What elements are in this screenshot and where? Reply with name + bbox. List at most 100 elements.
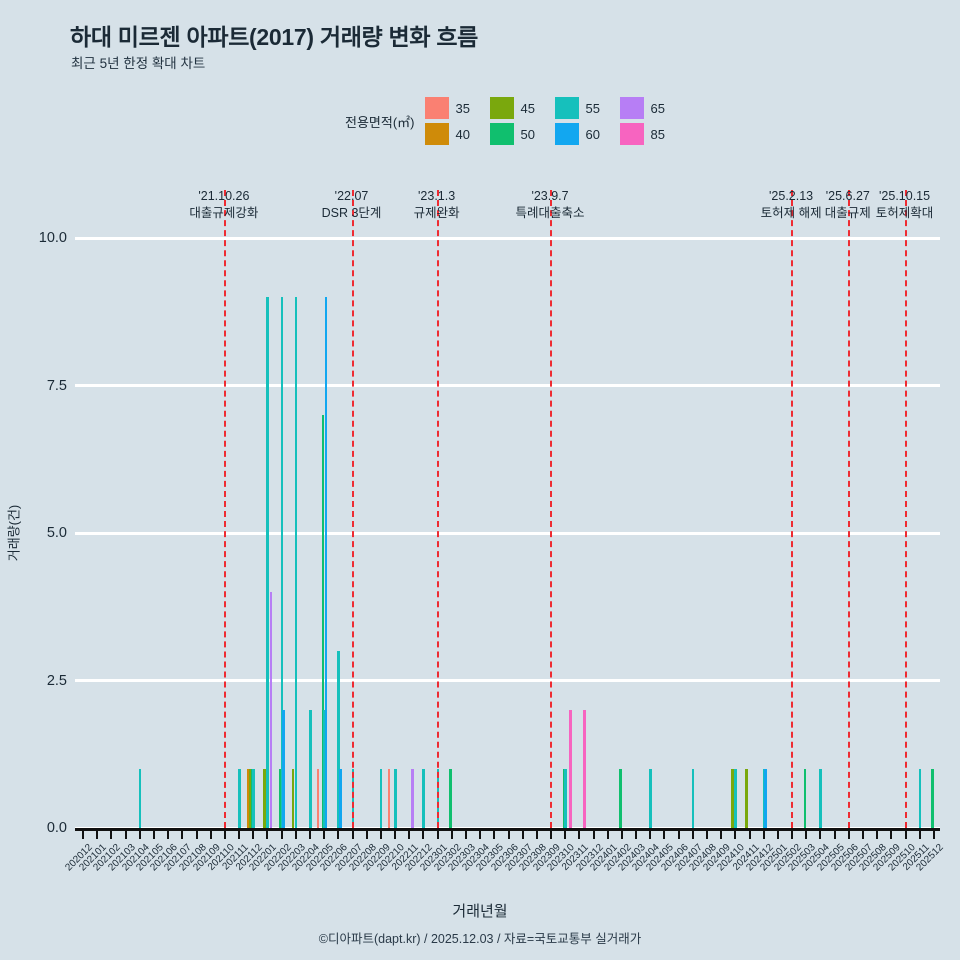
- x-axis-tick: [252, 828, 255, 839]
- bar[interactable]: [819, 769, 823, 828]
- x-axis-tick: [238, 828, 241, 839]
- bar[interactable]: [280, 297, 284, 828]
- x-axis-tick: [932, 828, 935, 839]
- x-axis-tick: [791, 828, 794, 839]
- bar[interactable]: [294, 297, 298, 828]
- bar[interactable]: [269, 592, 273, 828]
- legend-item-85[interactable]: 85: [619, 122, 671, 146]
- bar[interactable]: [247, 769, 250, 828]
- bar[interactable]: [734, 769, 737, 828]
- bar[interactable]: [252, 769, 255, 828]
- bar[interactable]: [931, 769, 934, 828]
- bar[interactable]: [394, 769, 397, 828]
- x-axis-tick: [890, 828, 893, 839]
- bar[interactable]: [918, 769, 922, 828]
- bar[interactable]: [278, 769, 282, 828]
- bar[interactable]: [379, 769, 383, 828]
- x-axis-tick: [564, 828, 567, 839]
- legend-swatch-35: [424, 97, 449, 119]
- legend-label-60: 60: [585, 126, 600, 142]
- bar[interactable]: [250, 769, 254, 828]
- bar[interactable]: [282, 710, 285, 828]
- bar[interactable]: [266, 297, 270, 828]
- y-axis-tick-label: 5.0: [46, 525, 67, 541]
- bar[interactable]: [562, 769, 566, 828]
- bar[interactable]: [308, 710, 312, 828]
- bar[interactable]: [583, 710, 586, 828]
- page-subtitle: 최근 5년 한정 확대 차트: [71, 56, 206, 71]
- event-annotation: '25.6.27 대출규제: [825, 188, 871, 222]
- legend-item-55[interactable]: 55: [554, 96, 606, 120]
- bar[interactable]: [745, 769, 748, 828]
- x-axis-tick: [450, 828, 453, 839]
- bar[interactable]: [619, 769, 622, 828]
- x-axis-tick: [691, 828, 694, 839]
- x-axis-tick: [677, 828, 680, 839]
- bar[interactable]: [387, 769, 391, 828]
- bar[interactable]: [337, 651, 340, 828]
- x-axis-tick: [550, 828, 553, 839]
- x-axis-tick: [436, 828, 439, 839]
- bar[interactable]: [321, 415, 325, 828]
- bar[interactable]: [263, 769, 266, 828]
- legend-item-50[interactable]: 50: [489, 122, 541, 146]
- bar[interactable]: [691, 769, 695, 828]
- event-marker-line: [550, 190, 553, 828]
- bar[interactable]: [449, 769, 452, 828]
- bar[interactable]: [411, 769, 415, 828]
- gridline: [75, 384, 940, 387]
- event-annotation: '25.2.13 토허제 해제: [761, 188, 822, 222]
- bar[interactable]: [803, 769, 807, 828]
- y-axis-tick-label: 0.0: [46, 820, 67, 836]
- legend-label-55: 55: [585, 100, 600, 116]
- legend-swatch-45: [489, 97, 514, 119]
- bar[interactable]: [323, 710, 326, 828]
- legend-item-40[interactable]: 40: [424, 122, 476, 146]
- bar[interactable]: [569, 710, 572, 828]
- legend-item-45[interactable]: 45: [489, 96, 541, 120]
- bar[interactable]: [238, 769, 241, 828]
- event-label: DSR 3단계: [321, 206, 382, 220]
- legend-label-35: 35: [455, 100, 470, 116]
- bar[interactable]: [564, 769, 567, 828]
- footer-credit: ©디아파트(dapt.kr) / 2025.12.03 / 자료=국토교통부 실…: [318, 932, 642, 946]
- legend-swatch-50: [489, 123, 514, 145]
- legend-label-85: 85: [650, 126, 665, 142]
- event-annotation: '23.9.7 특례대출축소: [516, 188, 585, 222]
- x-axis-tick: [422, 828, 425, 839]
- x-axis-tick: [209, 828, 212, 839]
- bar[interactable]: [649, 769, 652, 828]
- bar[interactable]: [422, 769, 425, 828]
- event-marker-line: [436, 190, 439, 828]
- legend-item-65[interactable]: 65: [619, 96, 671, 120]
- x-axis-tick: [663, 828, 666, 839]
- bar[interactable]: [338, 769, 342, 828]
- event-marker-line: [904, 190, 907, 828]
- event-annotation: '21.10.26 대출규제강화: [189, 188, 258, 222]
- x-axis-tick: [379, 828, 382, 839]
- x-axis-tick: [110, 828, 113, 839]
- x-axis-tick: [365, 828, 368, 839]
- x-axis-tick: [592, 828, 595, 839]
- bar[interactable]: [291, 769, 295, 828]
- event-date: '25.6.27: [825, 189, 870, 203]
- bar[interactable]: [248, 769, 252, 828]
- bar[interactable]: [316, 769, 320, 828]
- x-axis-tick: [195, 828, 198, 839]
- bar[interactable]: [731, 769, 734, 828]
- x-axis-tick: [606, 828, 609, 839]
- bar[interactable]: [138, 769, 142, 828]
- x-axis-tick: [223, 828, 226, 839]
- bar[interactable]: [324, 297, 328, 828]
- x-axis-tick: [762, 828, 765, 839]
- x-axis-tick: [351, 828, 354, 839]
- x-axis-tick: [308, 828, 311, 839]
- x-axis-tick: [620, 828, 623, 839]
- legend-label-40: 40: [455, 126, 470, 142]
- x-axis-tick: [535, 828, 538, 839]
- bar[interactable]: [764, 769, 767, 828]
- bar[interactable]: [762, 769, 766, 828]
- legend-item-35[interactable]: 35: [424, 96, 476, 120]
- event-marker-line: [351, 190, 354, 828]
- legend-item-60[interactable]: 60: [554, 122, 606, 146]
